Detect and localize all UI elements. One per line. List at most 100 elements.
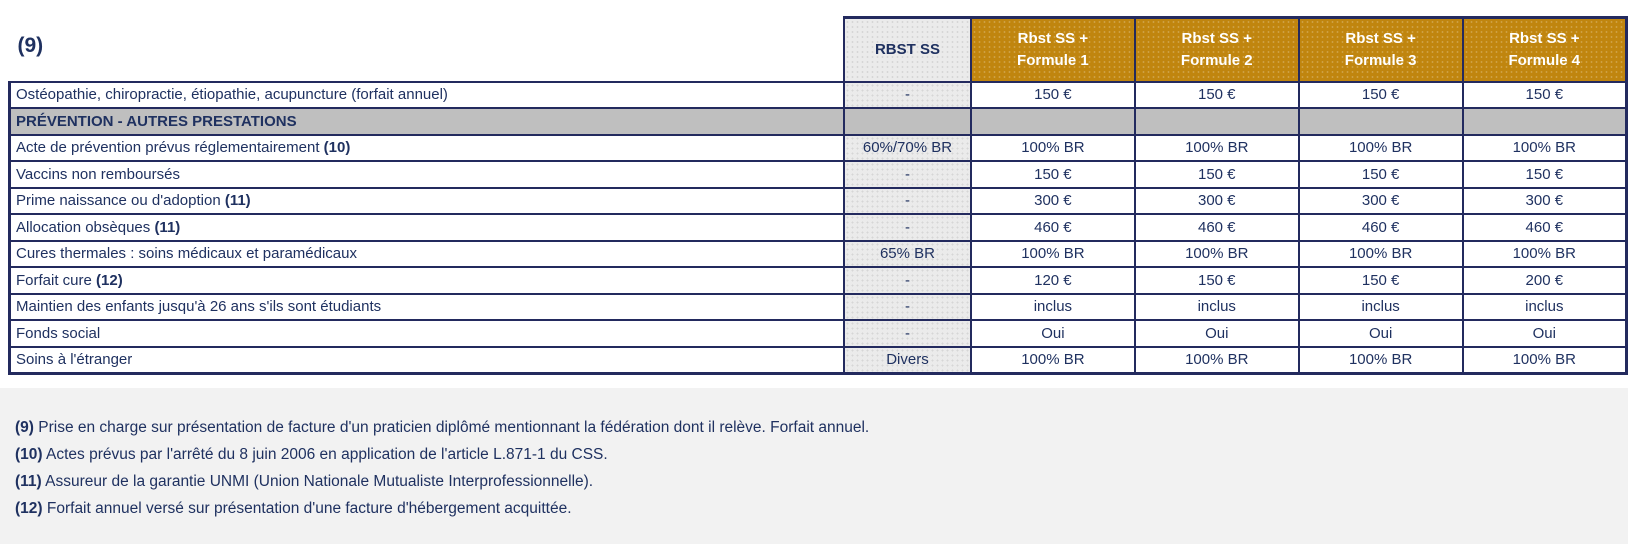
formule-4-value: Oui (1461, 319, 1628, 348)
footnote-ref: (9) (15, 419, 34, 436)
row-label: Ostéopathie, chiropractie, étiopathie, a… (8, 80, 845, 109)
formule-3-value: 100% BR (1297, 239, 1464, 268)
section-row: PRÉVENTION - AUTRES PRESTATIONS (8, 107, 1628, 136)
formule-3-value: 300 € (1297, 186, 1464, 215)
formule-3-value: 100% BR (1297, 133, 1464, 162)
formule-1-value: 150 € (969, 80, 1136, 109)
section-empty-cell (1297, 107, 1464, 136)
formule-3-value: Oui (1297, 319, 1464, 348)
column-header-formule-2: Rbst SS + Formule 2 (1133, 16, 1300, 83)
table-row: Forfait cure (12) -120 €150 €150 €200 € (8, 266, 1628, 295)
formule-4-value: 460 € (1461, 213, 1628, 242)
rbst-ss-value: - (843, 266, 972, 295)
row-label: Allocation obsèques (11) (8, 213, 845, 242)
footnote-ref: (11) (15, 473, 42, 490)
formule-4-value: 200 € (1461, 266, 1628, 295)
row-label: Prime naissance ou d'adoption (11) (8, 186, 845, 215)
row-label: Fonds social (8, 319, 845, 348)
column-header-rbst-ss: RBST SS (843, 16, 972, 83)
column-header-formule-4: Rbst SS + Formule 4 (1461, 16, 1628, 83)
formule-1-value: 120 € (969, 266, 1136, 295)
table-row: Soins à l'étranger Divers 100% BR 100% BR 10… (8, 345, 1628, 375)
formule-header-line1: Rbst SS + (1345, 29, 1416, 47)
column-header-formule-3: Rbst SS + Formule 3 (1297, 16, 1464, 83)
formule-2-value: 150 € (1133, 160, 1300, 189)
section-title: PRÉVENTION - AUTRES PRESTATIONS (8, 107, 845, 136)
formule-3-value: inclus (1297, 292, 1464, 321)
table-row: Cures thermales : soins médicaux et para… (8, 239, 1628, 268)
rbst-ss-value: Divers (843, 345, 972, 375)
footnote-ref: (10) (15, 446, 43, 463)
footnote: (11) Assureur de la garantie UNMI (Union… (15, 473, 594, 490)
rbst-ss-value: 60%/70% BR (843, 133, 972, 162)
row-label: Forfait cure (12) (8, 266, 845, 295)
rbst-ss-value: - (843, 319, 972, 348)
section-empty-cell (1133, 107, 1300, 136)
formule-2-value: 150 € (1133, 80, 1300, 109)
formule-3-value: 100% BR (1297, 345, 1464, 375)
formule-2-value: inclus (1133, 292, 1300, 321)
table-row: Ostéopathie, chiropractie, étiopathie, a… (8, 80, 1628, 109)
footnote: (12) Forfait annuel versé sur présentati… (15, 500, 572, 517)
formule-1-value: 300 € (969, 186, 1136, 215)
section-empty-cell (1461, 107, 1628, 136)
formule-header-line1: Rbst SS + (1017, 29, 1089, 47)
row-label: Soins à l'étranger (8, 345, 845, 375)
formule-4-value: 100% BR (1461, 133, 1628, 162)
formule-2-value: 100% BR (1133, 239, 1300, 268)
formule-1-value: 460 € (969, 213, 1136, 242)
formule-header-line2: Formule 4 (1508, 51, 1581, 69)
rbst-ss-value: 65% BR (843, 239, 972, 268)
formule-header-line2: Formule 3 (1344, 51, 1417, 69)
formule-3-value: 150 € (1297, 160, 1464, 189)
section-empty-cell (843, 107, 972, 136)
rbst-ss-value: - (843, 186, 972, 215)
formule-4-value: 100% BR (1461, 345, 1628, 375)
row-label: Vaccins non remboursés (8, 160, 845, 189)
rbst-ss-value: - (843, 160, 972, 189)
formule-4-value: 100% BR (1461, 239, 1628, 268)
row-label: Cures thermales : soins médicaux et para… (8, 239, 845, 268)
table-row: Allocation obsèques (11) -460 €460 €460 €… (8, 213, 1628, 242)
formule-2-value: 100% BR (1133, 345, 1300, 375)
table-row: Prime naissance ou d'adoption (11) -300 €… (8, 186, 1628, 215)
formule-4-value: inclus (1461, 292, 1628, 321)
row-note-ref: (10) (323, 139, 351, 157)
table-row: Fonds social - Oui Oui Oui Oui (8, 319, 1628, 348)
formule-1-value: inclus (969, 292, 1136, 321)
section-empty-cell (969, 107, 1136, 136)
corner-label: (9) (17, 34, 44, 57)
formule-4-value: 150 € (1461, 160, 1628, 189)
row-note-ref: (11) (224, 192, 251, 210)
footnote: (10) Actes prévus par l'arrêté du 8 juin… (15, 446, 608, 463)
rbst-ss-value: - (843, 213, 972, 242)
table-row: Acte de prévention prévus réglementairem… (8, 133, 1628, 162)
formule-header-line2: Formule 2 (1180, 51, 1253, 69)
formule-2-value: 150 € (1133, 266, 1300, 295)
rbst-ss-value: - (843, 292, 972, 321)
formule-1-value: Oui (969, 319, 1136, 348)
formule-1-value: 100% BR (969, 133, 1136, 162)
formule-3-value: 150 € (1297, 80, 1464, 109)
formule-header-line1: Rbst SS + (1509, 29, 1580, 47)
footnote-ref: (12) (15, 500, 43, 517)
formule-3-value: 460 € (1297, 213, 1464, 242)
benefits-table: (9) RBST SS Rbst SS + Formule 1 Rbst SS + F… (8, 16, 1628, 375)
row-note-ref: (12) (96, 271, 123, 289)
formule-2-value: Oui (1133, 319, 1300, 348)
footnotes-panel: (9) Prise en charge sur présentation de … (0, 388, 1628, 544)
table-row: Vaccins non remboursés -150 €150 €150 €15… (8, 160, 1628, 189)
formule-4-value: 300 € (1461, 186, 1628, 215)
formule-3-value: 150 € (1297, 266, 1464, 295)
formule-1-value: 100% BR (969, 239, 1136, 268)
formule-4-value: 150 € (1461, 80, 1628, 109)
formule-1-value: 150 € (969, 160, 1136, 189)
column-header-formule-1: Rbst SS + Formule 1 (969, 16, 1136, 83)
formule-1-value: 100% BR (969, 345, 1136, 375)
rbst-ss-value: - (843, 80, 972, 109)
row-label: Acte de prévention prévus réglementairem… (8, 133, 845, 162)
table-row: Maintien des enfants jusqu'à 26 ans s'il… (8, 292, 1628, 321)
formule-2-value: 460 € (1133, 213, 1300, 242)
row-note-ref: (11) (154, 218, 181, 236)
